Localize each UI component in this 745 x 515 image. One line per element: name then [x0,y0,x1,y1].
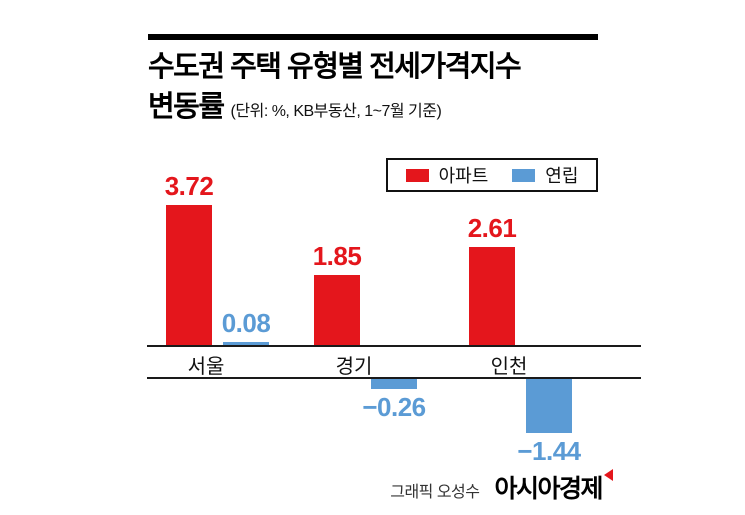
bar-value-label: 0.08 [221,307,271,338]
chart-subtitle: (단위: %, KB부동산, 1~7월 기준) [230,103,442,120]
bar-연립-인천 [526,379,572,434]
title-rule [148,34,598,40]
bar-연립-경기 [371,379,417,389]
bar-value-label: −0.26 [362,391,426,422]
bar-아파트-서울 [166,205,212,345]
bar-value-label: 3.72 [164,171,214,202]
category-label: 서울 [187,356,225,378]
bar-value-label: −1.44 [517,436,581,467]
title-line1: 수도권 주택 유형별 전세가격지수 [148,51,522,83]
bar-아파트-경기 [314,275,360,345]
bar-아파트-인천 [469,246,515,345]
logo-flag-icon [604,469,613,481]
publisher-logo-text: 아시아경제 [494,475,603,503]
graphic-credit: 그래픽 오성수 [390,484,480,501]
category-label: 인천 [490,356,528,378]
lower-axis-line [147,377,641,379]
zero-axis-line [147,345,641,347]
footer: 그래픽 오성수 아시아경제 [390,469,613,505]
publisher-logo: 아시아경제 [494,469,613,505]
title-line2: 변동률 [148,91,225,123]
bar-value-label: 2.61 [467,212,517,243]
legend-swatch-rowhouse [512,168,536,182]
legend-swatch-apartment [405,168,429,182]
legend: 아파트 연립 [386,158,598,192]
bar-value-label: 1.85 [312,241,362,272]
category-label: 경기 [335,356,373,378]
chart-title: 수도권 주택 유형별 전세가격지수 변동률 (단위: %, KB부동산, 1~7월… [148,47,522,132]
legend-label-rowhouse: 연립 [545,166,579,186]
bar-연립-서울 [223,341,269,345]
legend-label-apartment: 아파트 [438,166,489,186]
